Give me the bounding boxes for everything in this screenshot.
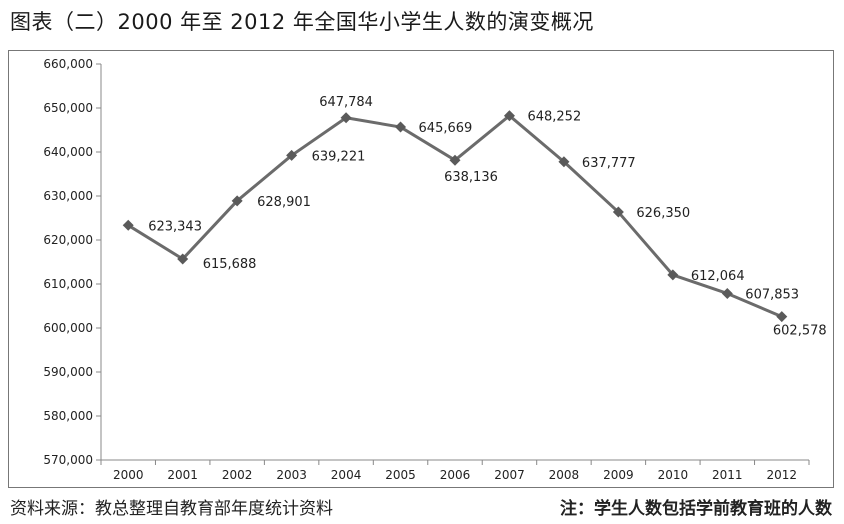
x-tick-label: 2012 (766, 468, 797, 482)
data-label: 602,578 (773, 324, 827, 339)
data-label: 628,901 (257, 195, 311, 210)
x-tick-label: 2001 (167, 468, 198, 482)
data-label: 637,777 (582, 156, 636, 171)
data-point (122, 219, 134, 231)
x-tick-label: 2004 (331, 468, 362, 482)
data-point (340, 112, 352, 124)
x-tick-label: 2011 (712, 468, 743, 482)
x-tick-label: 2009 (603, 468, 634, 482)
y-tick-label: 650,000 (43, 101, 93, 115)
data-label: 645,669 (419, 121, 473, 136)
x-tick-label: 2008 (549, 468, 580, 482)
y-tick-label: 610,000 (43, 277, 93, 291)
y-tick-label: 660,000 (43, 57, 93, 71)
data-label: 607,853 (745, 287, 799, 302)
chart-frame: 570,000 580,000 590,000 600,000 610,000 620,0… (8, 50, 834, 488)
data-label: 647,784 (319, 95, 373, 110)
x-tick-label: 2003 (276, 468, 307, 482)
data-point (721, 287, 733, 299)
data-point (667, 269, 679, 281)
chart-title: 图表（二）2000 年至 2012 年全国华小学生人数的演变概况 (10, 10, 594, 34)
data-label: 648,252 (527, 110, 581, 125)
x-tick-label: 2002 (222, 468, 253, 482)
y-tick-label: 590,000 (43, 365, 93, 379)
source-note: 资料来源：教总整理自教育部年度统计资料 (10, 499, 333, 519)
y-tick-label: 640,000 (43, 145, 93, 159)
x-tick-label: 2010 (658, 468, 689, 482)
x-tick-label: 2000 (113, 468, 144, 482)
data-point (776, 311, 788, 323)
data-label: 612,064 (691, 269, 745, 284)
data-point (395, 121, 407, 133)
data-point (503, 110, 515, 122)
data-point (286, 149, 298, 161)
data-point (449, 154, 461, 166)
y-tick-label: 630,000 (43, 189, 93, 203)
y-tick-label: 620,000 (43, 233, 93, 247)
data-label: 638,136 (444, 170, 498, 185)
data-point (558, 156, 570, 168)
data-point (612, 206, 624, 218)
line-chart: 570,000 580,000 590,000 600,000 610,000 620,0… (43, 57, 827, 482)
data-label: 626,350 (636, 206, 690, 221)
x-tick-label: 2007 (494, 468, 525, 482)
footnote: 注：学生人数包括学前教育班的人数 (560, 499, 832, 519)
y-tick-label: 600,000 (43, 321, 93, 335)
y-tick-label: 570,000 (43, 453, 93, 467)
data-point (231, 195, 243, 207)
y-tick-label: 580,000 (43, 409, 93, 423)
data-label: 615,688 (203, 257, 257, 272)
data-label: 639,221 (312, 149, 366, 164)
x-tick-label: 2006 (440, 468, 471, 482)
x-tick-label: 2005 (385, 468, 416, 482)
data-label: 623,343 (148, 219, 202, 234)
